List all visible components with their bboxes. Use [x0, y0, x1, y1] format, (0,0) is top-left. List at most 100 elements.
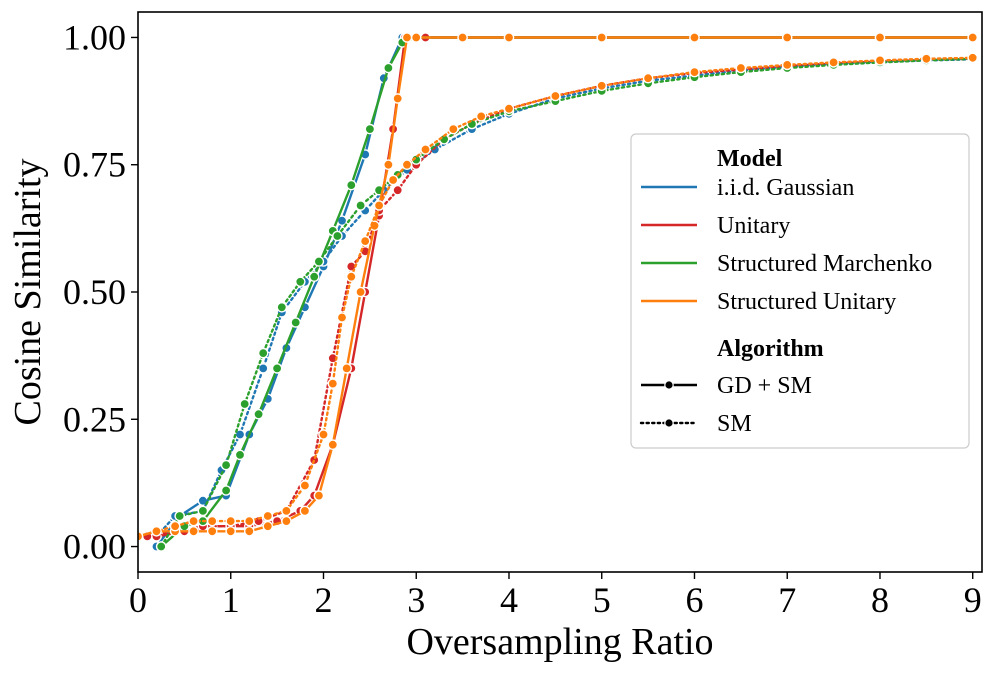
data-point-structured-unitary-gd-sm: [225, 526, 236, 537]
data-point-structured-unitary-sm: [151, 526, 162, 537]
data-point-structured-unitary-sm: [206, 515, 218, 527]
data-point-structured-unitary-sm: [336, 312, 348, 323]
legend-model-title: Model: [717, 146, 783, 172]
legend-label-unitary: Unitary: [717, 213, 790, 239]
data-point-structured-marchenko-sm: [257, 347, 269, 359]
data-point-structured-unitary-gd-sm: [874, 32, 886, 43]
data-point-structured-unitary-sm: [689, 66, 700, 78]
data-point-structured-unitary-sm: [550, 90, 561, 102]
legend-algorithm-title: Algorithm: [717, 336, 824, 362]
x-tick-label: 2: [314, 580, 332, 620]
data-point-unitary-sm: [392, 184, 404, 196]
ticks-layer: 0 1 2 3 4 5 6 7 8 9 0.00 0.25 0.50 0.75 1.00: [63, 17, 982, 620]
data-point-structured-unitary-sm: [299, 480, 311, 491]
data-point-structured-marchenko-sm: [355, 200, 366, 211]
data-point-structured-marchenko-sm: [276, 301, 288, 313]
y-tick-label: 0.50: [63, 272, 126, 312]
x-tick-label: 8: [871, 580, 889, 620]
data-point-structured-unitary-sm: [169, 520, 181, 532]
data-point-structured-unitary-sm: [420, 144, 431, 155]
data-point-structured-marchenko-sm: [313, 256, 325, 267]
y-tick-label: 1.00: [63, 17, 126, 57]
data-point-structured-unitary-gd-sm: [188, 526, 199, 537]
data-point-structured-unitary-gd-sm: [410, 32, 422, 43]
data-point-structured-unitary-sm: [642, 72, 654, 84]
data-point-structured-unitary-sm: [387, 174, 399, 186]
y-tick-label: 0.00: [63, 527, 126, 567]
data-point-structured-unitary-gd-sm: [596, 32, 608, 43]
data-point-structured-marchenko-gd-sm: [253, 408, 264, 420]
data-point-structured-unitary-gd-sm: [355, 286, 366, 298]
data-point-structured-unitary-sm: [967, 52, 979, 64]
data-point-structured-unitary-sm: [596, 80, 608, 92]
data-point-structured-unitary-sm: [345, 271, 357, 283]
legend-label-sm: SM: [717, 411, 752, 437]
legend-label-i-i-d-gaussian: i.i.d. Gaussian: [717, 175, 854, 201]
data-point-structured-marchenko-sm: [466, 118, 478, 130]
data-point-structured-unitary-sm: [401, 159, 413, 170]
legend-label-structured-marchenko: Structured Marchenko: [717, 251, 932, 277]
x-tick-label: 7: [778, 580, 796, 620]
data-point-structured-unitary-sm: [921, 53, 932, 65]
legend-marker-sm: [664, 418, 674, 428]
data-point-structured-marchenko-gd-sm: [234, 449, 246, 461]
data-point-structured-unitary-gd-sm: [299, 505, 311, 517]
data-point-structured-marchenko-gd-sm: [271, 363, 283, 374]
data-point-structured-unitary-gd-sm: [281, 515, 292, 527]
data-point-structured-unitary-gd-sm: [313, 490, 325, 501]
data-point-structured-unitary-gd-sm: [383, 159, 394, 170]
series-layer: [138, 32, 979, 552]
data-point-structured-unitary-sm: [327, 378, 339, 389]
data-point-structured-marchenko-sm: [332, 230, 343, 242]
data-point-structured-unitary-gd-sm: [781, 32, 793, 43]
data-point-structured-marchenko-gd-sm: [345, 179, 357, 191]
data-point-structured-unitary-gd-sm: [967, 32, 979, 43]
data-point-structured-unitary-gd-sm: [401, 32, 413, 43]
x-tick-label: 1: [222, 580, 240, 620]
data-point-structured-unitary-sm: [828, 57, 839, 68]
data-point-structured-marchenko-gd-sm: [220, 485, 232, 496]
data-point-structured-unitary-gd-sm: [327, 439, 339, 451]
data-point-structured-unitary-sm: [281, 505, 292, 517]
data-point-structured-unitary-gd-sm: [262, 520, 274, 532]
data-point-structured-unitary-sm: [503, 103, 515, 114]
x-tick-label: 6: [685, 580, 703, 620]
data-point-structured-unitary-sm: [373, 200, 385, 211]
data-point-structured-unitary-sm: [359, 235, 371, 247]
x-tick-label: 5: [593, 580, 611, 620]
data-point-structured-marchenko-sm: [410, 154, 422, 165]
legend-label-gd-sm: GD + SM: [717, 373, 812, 399]
data-point-structured-unitary-sm: [447, 123, 459, 135]
data-point-structured-marchenko-sm: [220, 459, 232, 471]
x-tick-label: 9: [964, 580, 982, 620]
data-point-structured-unitary-sm: [735, 62, 747, 74]
y-tick-label: 0.25: [63, 399, 126, 439]
data-point-structured-unitary-gd-sm: [341, 363, 353, 374]
data-point-structured-unitary-sm: [874, 55, 886, 66]
data-point-structured-marchenko-sm: [155, 541, 167, 552]
series-structured-unitary-gd-sm: [138, 32, 979, 542]
legend-label-structured-unitary: Structured Unitary: [717, 289, 896, 315]
x-tick-label: 3: [407, 580, 425, 620]
data-point-structured-marchenko-gd-sm: [364, 123, 376, 135]
data-point-structured-unitary-gd-sm: [243, 526, 255, 537]
data-point-structured-unitary-sm: [188, 515, 199, 527]
data-point-structured-marchenko-sm: [174, 510, 185, 522]
data-point-structured-marchenko-sm: [294, 276, 306, 288]
data-point-structured-marchenko-gd-sm: [290, 317, 302, 328]
data-point-structured-unitary-sm: [138, 531, 144, 542]
data-point-i-i-d-gaussian-sm: [257, 363, 269, 374]
legend-marker-gd-sm: [664, 380, 674, 390]
x-tick-label: 4: [500, 580, 518, 620]
data-point-structured-unitary-sm: [262, 510, 274, 522]
legend-box: [630, 133, 970, 449]
data-point-structured-marchenko-sm: [197, 505, 209, 517]
data-point-structured-marchenko-sm: [239, 398, 250, 410]
data-point-structured-unitary-sm: [225, 515, 236, 527]
x-tick-label: 0: [129, 580, 147, 620]
data-point-structured-marchenko-gd-sm: [308, 271, 320, 283]
legend: Model i.i.d. Gaussian Unitary Structured M…: [630, 133, 970, 449]
data-point-structured-unitary-gd-sm: [392, 93, 404, 104]
data-point-structured-unitary-sm: [781, 59, 793, 71]
